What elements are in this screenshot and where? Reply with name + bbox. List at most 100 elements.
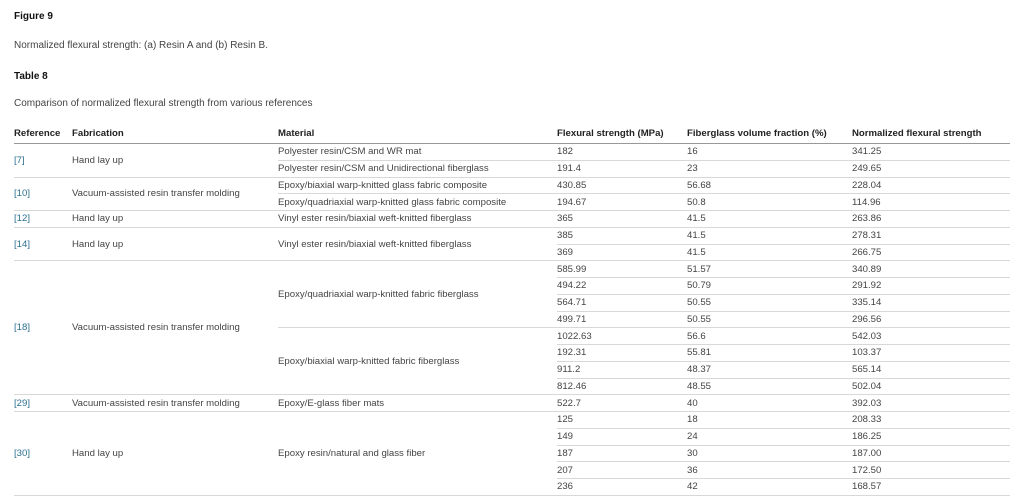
header-normalized-strength: Normalized flexural strength	[852, 126, 1010, 144]
flexural-strength-cell: 365	[557, 210, 687, 228]
volume-fraction-cell: 56.68	[687, 177, 852, 195]
reference-cell: [18]	[14, 260, 72, 396]
table-row: 236 42 168.57	[14, 478, 1010, 496]
volume-fraction-cell: 56.6	[687, 327, 852, 345]
normalized-strength-cell: 341.25	[852, 143, 1010, 161]
flexural-strength-cell: 585.99	[557, 260, 687, 278]
fabrication-cell: Vacuum-assisted resin transfer molding	[72, 394, 278, 412]
volume-fraction-cell: 16	[687, 143, 852, 161]
reference-cell: [7]	[14, 143, 72, 178]
fabrication-cell: Hand lay up	[72, 143, 278, 178]
volume-fraction-cell: 42	[687, 478, 852, 496]
volume-fraction-cell: 23	[687, 160, 852, 178]
flexural-strength-cell: 564.71	[557, 294, 687, 312]
material-cell: Epoxy resin/natural and glass fiber	[278, 411, 557, 496]
table-row: [12] Hand lay up Vinyl ester resin/biaxial…	[14, 210, 1010, 228]
volume-fraction-cell: 50.79	[687, 277, 852, 295]
volume-fraction-cell: 41.5	[687, 227, 852, 245]
reference-link[interactable]: [10]	[14, 188, 31, 200]
volume-fraction-cell: 30	[687, 445, 852, 463]
figure-title: Figure 9	[14, 11, 53, 22]
normalized-strength-cell: 266.75	[852, 244, 1010, 262]
volume-fraction-cell: 41.5	[687, 210, 852, 228]
normalized-strength-cell: 335.14	[852, 294, 1010, 312]
material-cell: Vinyl ester resin/biaxial weft-knitted f…	[278, 227, 557, 262]
fabrication-cell: Vacuum-assisted resin transfer molding	[72, 177, 278, 211]
reference-link[interactable]: [12]	[14, 213, 31, 225]
flexural-strength-cell: 182	[557, 143, 687, 161]
material-cell: Epoxy/E-glass fiber mats	[278, 394, 557, 412]
flexural-strength-cell: 522.7	[557, 394, 687, 412]
table-row: [7] Hand lay up Polyester resin/CSM and WR…	[14, 143, 1010, 178]
volume-fraction-cell: 50.55	[687, 311, 852, 329]
flexural-strength-cell: 1022.63	[557, 327, 687, 345]
header-flexural-strength: Flexural strength (MPa)	[557, 126, 687, 144]
flexural-strength-cell: 430.85	[557, 177, 687, 195]
table-body: [7] Hand lay up Polyester resin/CSM and WR…	[14, 143, 1010, 496]
flexural-strength-cell: 187	[557, 445, 687, 463]
table-row: 192.31 55.81 103.37	[14, 344, 1010, 362]
flexural-strength-cell: 494.22	[557, 277, 687, 295]
normalized-strength-cell: 392.03	[852, 394, 1010, 412]
flexural-strength-cell: 194.67	[557, 193, 687, 211]
reference-link[interactable]: [29]	[14, 397, 31, 409]
reference-cell: [12]	[14, 210, 72, 228]
normalized-strength-cell: 340.89	[852, 260, 1010, 278]
flexural-strength-cell: 149	[557, 428, 687, 446]
volume-fraction-cell: 18	[687, 411, 852, 429]
normalized-strength-cell: 502.04	[852, 378, 1010, 396]
normalized-strength-cell: 542.03	[852, 327, 1010, 345]
material-cell: Epoxy/quadriaxial warp-knitted glass fab…	[278, 193, 557, 211]
normalized-strength-cell: 565.14	[852, 361, 1010, 379]
normalized-strength-cell: 168.57	[852, 478, 1010, 496]
table-title: Table 8	[14, 71, 48, 82]
table-row: [30] Hand lay up Epoxy resin/natural and g…	[14, 411, 1010, 496]
fabrication-cell: Hand lay up	[72, 411, 278, 496]
normalized-strength-cell: 186.25	[852, 428, 1010, 446]
table-caption: Comparison of normalized flexural streng…	[14, 98, 313, 109]
flexural-strength-cell: 499.71	[557, 311, 687, 329]
reference-link[interactable]: [18]	[14, 322, 31, 334]
material-cell: Polyester resin/CSM and Unidirectional f…	[278, 160, 557, 178]
flexural-strength-cell: 236	[557, 478, 687, 496]
volume-fraction-cell: 41.5	[687, 244, 852, 262]
normalized-strength-cell: 187.00	[852, 445, 1010, 463]
normalized-strength-cell: 114.96	[852, 193, 1010, 211]
volume-fraction-cell: 48.37	[687, 361, 852, 379]
volume-fraction-cell: 51.57	[687, 260, 852, 278]
volume-fraction-cell: 40	[687, 394, 852, 412]
table-row: Polyester resin/CSM and Unidirectional f…	[14, 160, 1010, 178]
table-row: 369 41.5 266.75	[14, 244, 1010, 262]
flexural-strength-cell: 207	[557, 461, 687, 479]
flexural-strength-cell: 911.2	[557, 361, 687, 379]
volume-fraction-cell: 24	[687, 428, 852, 446]
table-row: 149 24 186.25	[14, 428, 1010, 446]
table-row: 187 30 187.00	[14, 445, 1010, 463]
table-row: [29] Vacuum-assisted resin transfer moldi…	[14, 394, 1010, 412]
header-reference: Reference	[14, 126, 72, 144]
normalized-strength-cell: 291.92	[852, 277, 1010, 295]
table-row: [10] Vacuum-assisted resin transfer moldi…	[14, 177, 1010, 211]
material-cell: Polyester resin/CSM and WR mat	[278, 143, 557, 161]
table-row: 911.2 48.37 565.14	[14, 361, 1010, 379]
header-volume-fraction: Fiberglass volume fraction (%)	[687, 126, 852, 144]
table-row: 207 36 172.50	[14, 461, 1010, 479]
reference-cell: [14]	[14, 227, 72, 262]
header-fabrication: Fabrication	[72, 126, 278, 144]
normalized-strength-cell: 263.86	[852, 210, 1010, 228]
reference-link[interactable]: [7]	[14, 154, 25, 166]
reference-cell: [10]	[14, 177, 72, 211]
material-cell: Vinyl ester resin/biaxial weft-knitted f…	[278, 210, 557, 228]
flexural-strength-cell: 369	[557, 244, 687, 262]
table-header-row: Reference Fabrication Material Flexural …	[14, 126, 1010, 144]
fabrication-cell: Vacuum-assisted resin transfer molding	[72, 260, 278, 396]
material-cell: Epoxy/quadriaxial warp-knitted fabric fi…	[278, 260, 557, 329]
table-row: [14] Hand lay up Vinyl ester resin/biaxial…	[14, 227, 1010, 262]
reference-link[interactable]: [30]	[14, 447, 31, 459]
normalized-strength-cell: 249.65	[852, 160, 1010, 178]
fabrication-cell: Hand lay up	[72, 227, 278, 262]
volume-fraction-cell: 50.8	[687, 193, 852, 211]
flexural-strength-cell: 191.4	[557, 160, 687, 178]
flexural-strength-cell: 125	[557, 411, 687, 429]
reference-link[interactable]: [14]	[14, 238, 31, 250]
